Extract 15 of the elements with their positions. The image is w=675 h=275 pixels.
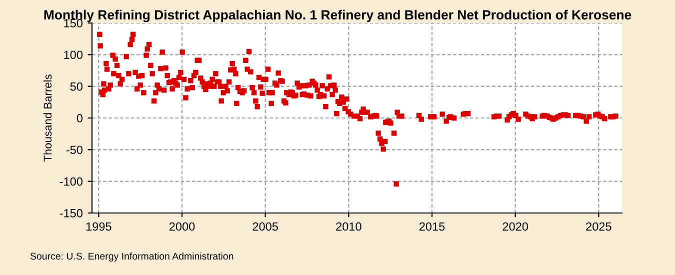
x-tick-label: 2000	[169, 222, 195, 231]
y-tick-label: -100	[60, 177, 83, 186]
x-tick-label: 1995	[86, 222, 112, 231]
x-tick-label: 2015	[419, 222, 445, 231]
x-tick-label: 2010	[336, 222, 362, 231]
x-tick-label: 2025	[586, 222, 612, 231]
y-tick-label: -50	[66, 146, 83, 154]
x-tick-label: 2005	[252, 222, 278, 231]
y-tick-label: 0	[76, 114, 83, 122]
x-tick-label: 2020	[502, 222, 528, 231]
y-tick-label: -150	[60, 209, 83, 218]
source-note: Source: U.S. Energy Information Administration	[30, 252, 234, 262]
y-tick-label: 100	[64, 50, 83, 60]
y-axis-title: Thousand Barrels	[43, 74, 52, 162]
y-tick-label: 50	[70, 82, 83, 91]
